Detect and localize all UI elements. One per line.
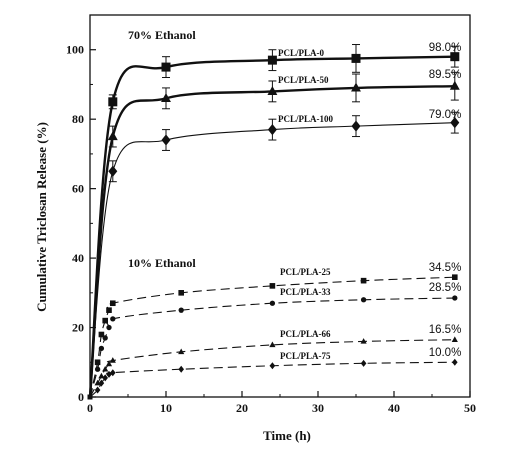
data-point: [94, 379, 101, 386]
data-point: [452, 358, 458, 366]
series-layer: [87, 44, 460, 400]
x-tick-label: 40: [388, 401, 400, 415]
data-point: [98, 372, 105, 379]
series-line: [89, 297, 455, 398]
data-point: [106, 324, 112, 331]
plot-frame: [89, 14, 471, 398]
data-point: [108, 165, 118, 177]
data-point: [269, 283, 276, 289]
data-point: [351, 53, 361, 63]
data-point: [102, 317, 108, 324]
data-point: [351, 120, 361, 132]
series-pcl-pla-25: [89, 274, 458, 398]
data-point: [450, 52, 460, 62]
data-point: [161, 92, 171, 102]
data-point: [360, 297, 367, 303]
final-value-pcl-pla-25: 34.5%: [429, 262, 462, 274]
final-value-pcl-pla-100: 79.0%: [429, 109, 462, 121]
data-point: [102, 374, 108, 382]
data-point: [94, 366, 101, 372]
data-point: [94, 386, 101, 394]
plot-border: [89, 14, 471, 398]
series-name-pcl-pla-66: PCL/PLA-66: [280, 329, 331, 339]
data-point: [109, 357, 116, 363]
data-point: [267, 123, 277, 136]
data-point: [360, 277, 367, 284]
final-value-pcl-pla-33: 28.5%: [429, 282, 462, 294]
series-pcl-pla-75: [89, 358, 458, 398]
data-point: [451, 336, 458, 342]
x-tick-label: 0: [87, 401, 93, 415]
series-name-pcl-pla-33: PCL/PLA-33: [280, 287, 331, 297]
series-pcl-pla-33: [89, 295, 458, 398]
data-point: [110, 316, 116, 322]
data-point: [178, 290, 184, 296]
data-point: [108, 97, 118, 107]
y-tick-label: 0: [78, 390, 84, 404]
data-point: [98, 331, 105, 338]
axis-ticks: 0 10 20 30 40 50 0 20 40 60 80 100: [66, 43, 476, 415]
data-point: [351, 82, 361, 92]
series-line: [89, 276, 455, 398]
data-point: [102, 365, 109, 372]
data-point: [267, 86, 278, 95]
data-point: [360, 338, 367, 344]
origin-point: [87, 394, 93, 400]
data-point: [269, 300, 276, 306]
final-value-pcl-pla-66: 16.5%: [429, 324, 462, 336]
y-tick-label: 80: [72, 112, 84, 126]
y-tick-label: 40: [72, 251, 84, 265]
series-pcl-pla-50: [88, 71, 460, 398]
x-axis-title: Time (h): [263, 428, 311, 443]
data-point: [178, 365, 184, 373]
series-name-pcl-pla-0: PCL/PLA-0: [278, 48, 324, 58]
data-point: [98, 345, 105, 352]
data-point: [105, 360, 113, 367]
series-name-pcl-pla-25: PCL/PLA-25: [280, 267, 331, 277]
data-point: [178, 307, 184, 313]
series-pcl-pla-100: [89, 111, 460, 398]
group-label-10-ethanol: 10% Ethanol: [128, 256, 196, 270]
data-point: [107, 131, 118, 141]
x-tick-label: 30: [312, 401, 324, 415]
x-tick-label: 10: [160, 401, 172, 415]
labels-layer: PCL/PLA-0 98.0% PCL/PLA-50 89.5% PCL/PLA-100…: [278, 42, 461, 361]
data-point: [110, 300, 116, 307]
data-point: [269, 341, 276, 348]
final-value-pcl-pla-50: 89.5%: [429, 69, 462, 81]
data-point: [450, 117, 460, 129]
data-point: [102, 335, 108, 341]
data-point: [267, 55, 277, 65]
y-tick-label: 20: [72, 321, 84, 335]
final-value-pcl-pla-0: 98.0%: [429, 42, 462, 54]
y-tick-label: 100: [66, 43, 84, 57]
data-point: [94, 359, 101, 366]
data-point: [269, 362, 276, 370]
group-label-70-ethanol: 70% Ethanol: [128, 28, 196, 42]
x-tick-label: 50: [464, 401, 476, 415]
x-tick-label: 20: [236, 401, 248, 415]
data-point: [106, 307, 112, 313]
series-name-pcl-pla-75: PCL/PLA-75: [280, 351, 331, 361]
data-point: [452, 274, 458, 280]
data-point: [449, 80, 460, 90]
data-point: [161, 134, 171, 146]
data-point: [452, 295, 458, 301]
data-point: [98, 379, 105, 387]
series-name-pcl-pla-100: PCL/PLA-100: [278, 114, 333, 124]
y-tick-label: 60: [72, 182, 84, 196]
data-point: [161, 62, 171, 72]
y-axis-title: Cumulative Triclosan Release (%): [34, 122, 49, 312]
series-pcl-pla-66: [89, 336, 458, 398]
series-name-pcl-pla-50: PCL/PLA-50: [278, 75, 329, 85]
data-point: [360, 359, 367, 367]
series-line: [89, 361, 455, 398]
data-point: [110, 369, 116, 377]
series-pcl-pla-0: [88, 44, 460, 398]
final-value-pcl-pla-75: 10.0%: [429, 347, 462, 359]
data-point: [178, 348, 185, 355]
